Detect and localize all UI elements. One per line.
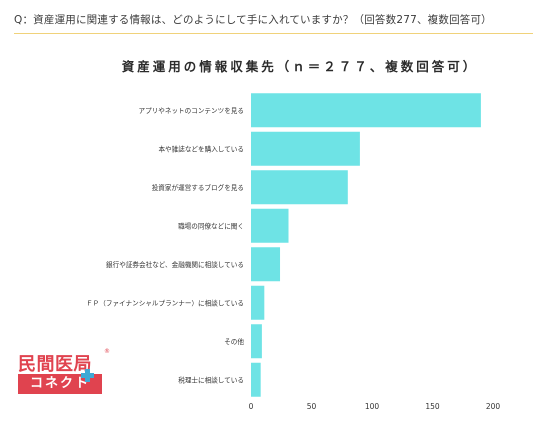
logo-top-text: 民間医局 [18,354,92,375]
x-tick-label: 150 [425,402,440,411]
category-label: 銀行や証券会社など、金融機関に相談している [106,260,244,269]
x-tick-label: 100 [365,402,380,411]
question-text: Q：資産運用に関連する情報は、どのようにして手に入れていますか？（回答数277、… [14,14,492,26]
x-tick-label: 50 [307,402,317,411]
chart-title: 資産運用の情報収集先（ｎ＝２７７、複数回答可） [121,59,479,74]
bar [251,362,261,397]
medical-cross-icon [81,369,94,382]
x-tick-label: 200 [486,402,501,411]
category-label: アプリやネットのコンテンツを見る [139,107,245,115]
bar [251,131,360,166]
category-label: 本や雑誌などを購入している [158,144,244,153]
bar [251,324,262,359]
category-label: その他 [224,337,244,346]
bar [251,170,348,205]
bar [251,247,281,282]
divider-line [14,33,533,34]
bar [251,208,289,243]
bar [251,93,481,128]
category-label: 投資家が運営するブログを見る [152,183,244,192]
category-label: ＦＰ（ファイナンシャルプランナー）に相談している [86,298,244,307]
logo-bottom-text: コネクト [18,374,102,394]
brand-logo: 民間医局 ® コネクト [18,348,114,400]
logo-registered-mark: ® [104,348,110,355]
bar [251,285,265,320]
category-label: 職場の同僚などに聞く [178,221,244,230]
x-tick-label: 0 [249,402,254,411]
category-label: 税理士に相談している [178,375,244,384]
